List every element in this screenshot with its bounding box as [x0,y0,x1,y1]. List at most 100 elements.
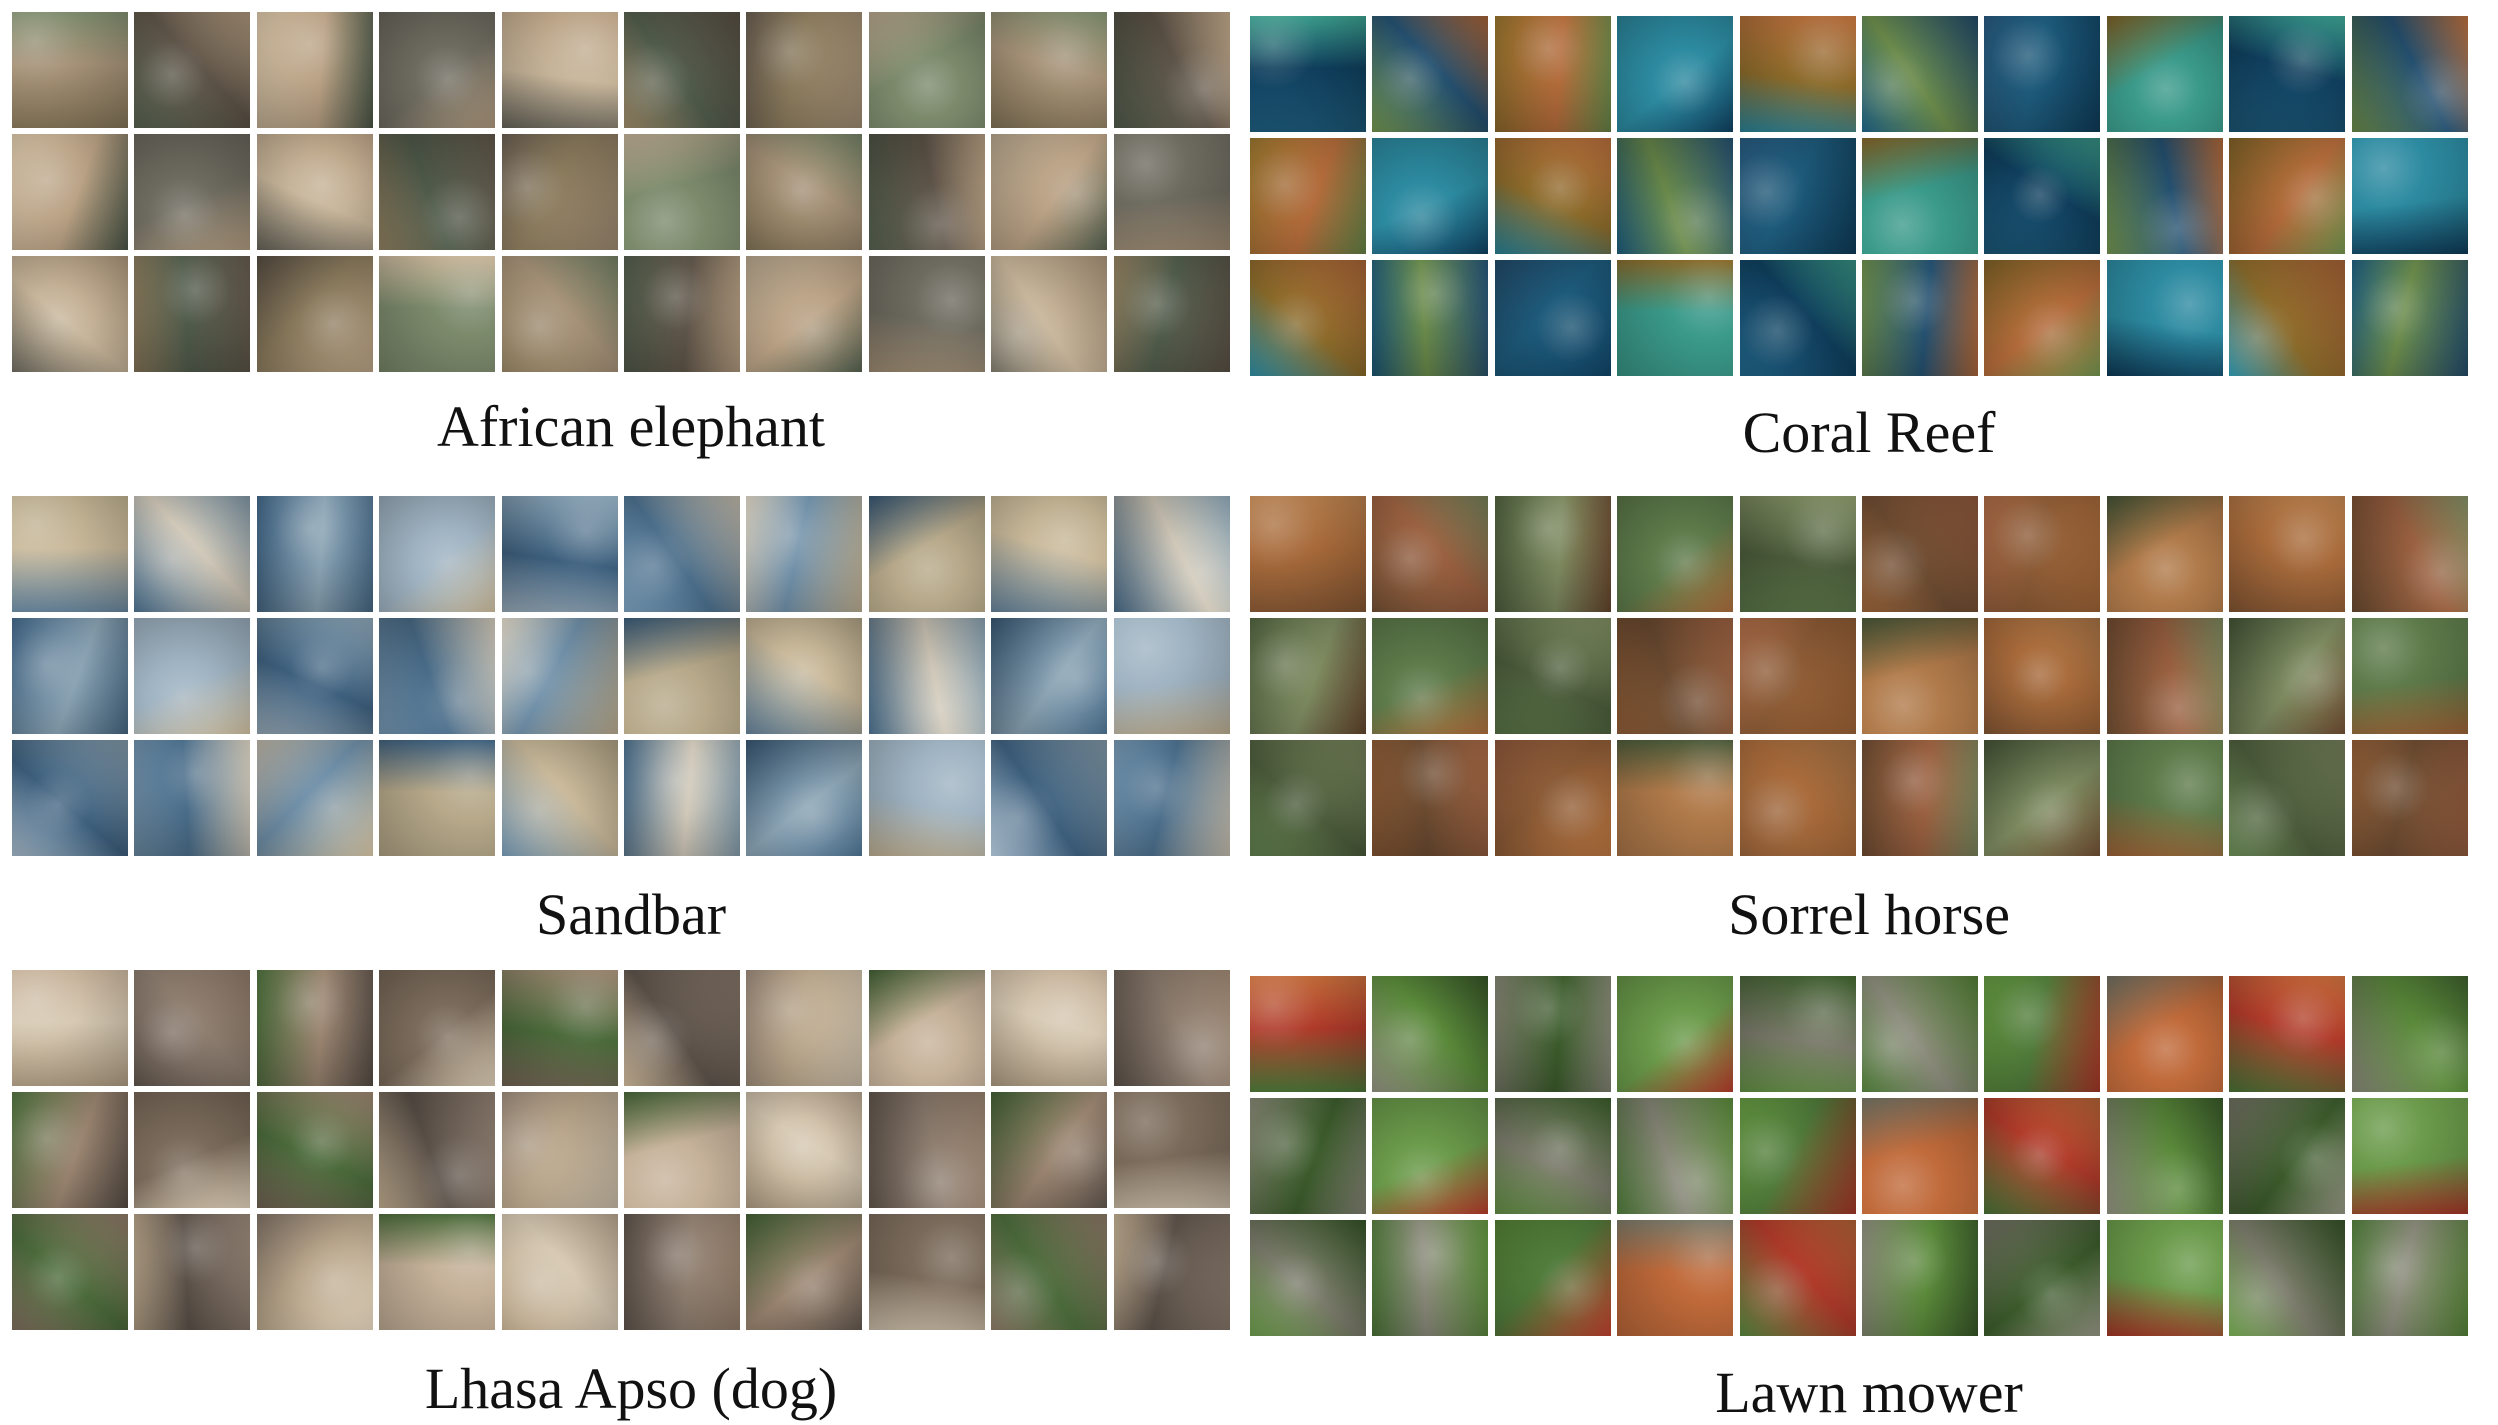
thumbnail-texture [1113,496,1230,612]
thumbnail-image [1739,260,1856,376]
thumbnail-image [1372,618,1489,734]
thumbnail-image [1494,496,1611,612]
thumbnail-texture [1617,1098,1734,1214]
thumbnail-texture [1372,1098,1489,1214]
thumbnail-image [379,1214,496,1330]
thumbnail-texture [1739,618,1856,734]
thumbnail-image [501,740,618,856]
thumbnail-image [2351,138,2468,254]
thumbnail-image [12,1092,128,1208]
thumbnail-texture [134,1214,251,1330]
thumbnail-texture [2229,976,2346,1092]
thumbnail-texture [623,496,740,612]
thumbnail-texture [1984,1098,2101,1214]
thumbnail-texture [1739,976,1856,1092]
thumbnail-texture [1113,618,1230,734]
thumbnail-image [2351,740,2468,856]
thumbnail-texture [746,740,863,856]
thumbnail-image [2106,740,2223,856]
thumbnail-texture [1113,12,1230,128]
thumbnail-image [868,496,985,612]
thumbnail-texture [1984,16,2101,132]
thumbnail-image [1984,16,2101,132]
thumbnail-texture [1250,618,1366,734]
thumbnail-texture [991,740,1108,856]
thumbnail-grid [1250,496,2488,856]
thumbnail-image [501,1214,618,1330]
thumbnail-image [1494,976,1611,1092]
thumbnail-texture [1739,740,1856,856]
thumbnail-image [1113,134,1230,250]
thumbnail-image [991,618,1108,734]
thumbnail-image [1617,1220,1734,1336]
thumbnail-texture [991,1214,1108,1330]
thumbnail-texture [623,740,740,856]
thumbnail-texture [1617,618,1734,734]
thumbnail-texture [1250,138,1366,254]
thumbnail-image [1494,740,1611,856]
thumbnail-image [1861,1220,1978,1336]
thumbnail-image [1372,1220,1489,1336]
thumbnail-image [1494,138,1611,254]
thumbnail-image [1113,1092,1230,1208]
thumbnail-image [134,970,251,1086]
thumbnail-image [991,1092,1108,1208]
thumbnail-image [1372,1098,1489,1214]
thumbnail-texture [256,1214,373,1330]
thumbnail-texture [501,1214,618,1330]
thumbnail-texture [1617,16,1734,132]
thumbnail-texture [623,1214,740,1330]
thumbnail-image [1617,16,1734,132]
thumbnail-texture [623,970,740,1086]
thumbnail-image [1984,260,2101,376]
thumbnail-image [1984,1220,2101,1336]
thumbnail-texture [2106,1220,2223,1336]
thumbnail-texture [991,1092,1108,1208]
thumbnail-image [746,256,863,372]
thumbnail-image [623,1214,740,1330]
thumbnail-texture [1617,976,1734,1092]
thumbnail-texture [746,970,863,1086]
thumbnail-texture [868,970,985,1086]
thumbnail-texture [1984,976,2101,1092]
thumbnail-texture [2351,618,2468,734]
thumbnail-texture [1372,260,1489,376]
thumbnail-texture [1372,138,1489,254]
caption-coral-reef: Coral Reef [1742,400,1996,465]
thumbnail-texture [134,12,251,128]
thumbnail-image [256,740,373,856]
thumbnail-texture [1494,1220,1611,1336]
thumbnail-image [134,12,251,128]
thumbnail-image [134,496,251,612]
thumbnail-image [134,134,251,250]
thumbnail-texture [1494,976,1611,1092]
thumbnail-texture [623,256,740,372]
thumbnail-image [379,496,496,612]
thumbnail-texture [1984,496,2101,612]
panel-african-elephant [12,12,1250,372]
thumbnail-image [2229,496,2346,612]
thumbnail-image [2351,496,2468,612]
caption-sorrel-horse: Sorrel horse [1728,882,2010,947]
thumbnail-image [1250,138,1366,254]
thumbnail-texture [2229,496,2346,612]
thumbnail-image [2351,976,2468,1092]
thumbnail-texture [1617,138,1734,254]
thumbnail-texture [1984,1220,2101,1336]
thumbnail-image [1372,138,1489,254]
thumbnail-texture [12,256,128,372]
thumbnail-texture [746,1214,863,1330]
thumbnail-image [1250,16,1366,132]
thumbnail-image [2351,618,2468,734]
thumbnail-texture [12,496,128,612]
thumbnail-texture [12,1214,128,1330]
thumbnail-texture [746,12,863,128]
thumbnail-texture [1494,496,1611,612]
thumbnail-texture [2106,740,2223,856]
thumbnail-image [379,740,496,856]
thumbnail-image [1113,740,1230,856]
thumbnail-image [1250,1220,1366,1336]
thumbnail-texture [12,618,128,734]
thumbnail-texture [256,256,373,372]
thumbnail-texture [1113,1214,1230,1330]
